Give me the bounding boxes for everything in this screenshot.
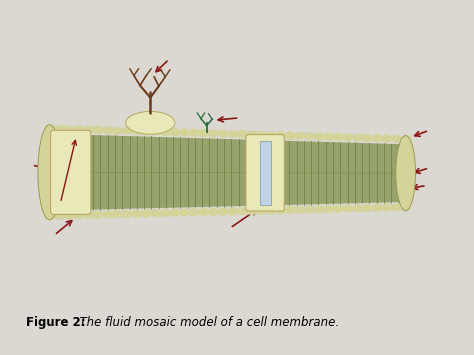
Circle shape: [131, 210, 141, 218]
Circle shape: [256, 131, 266, 139]
Circle shape: [64, 212, 74, 219]
Circle shape: [141, 210, 151, 217]
Circle shape: [102, 126, 112, 134]
Circle shape: [362, 134, 372, 142]
Circle shape: [246, 131, 257, 138]
Circle shape: [179, 209, 190, 217]
Circle shape: [401, 145, 410, 151]
Circle shape: [160, 128, 170, 136]
Circle shape: [401, 138, 410, 144]
Circle shape: [73, 126, 83, 133]
Circle shape: [285, 206, 295, 214]
Circle shape: [304, 132, 315, 140]
Ellipse shape: [126, 111, 175, 134]
FancyBboxPatch shape: [246, 135, 284, 211]
Circle shape: [401, 159, 410, 165]
Circle shape: [314, 133, 324, 140]
Circle shape: [401, 195, 410, 201]
Circle shape: [189, 208, 199, 216]
Circle shape: [218, 130, 228, 137]
Circle shape: [199, 129, 209, 137]
Circle shape: [352, 134, 363, 142]
Circle shape: [362, 204, 372, 212]
Circle shape: [150, 128, 161, 136]
Circle shape: [102, 211, 112, 218]
Circle shape: [179, 129, 190, 136]
Circle shape: [314, 206, 324, 213]
Circle shape: [208, 208, 219, 216]
Circle shape: [218, 208, 228, 215]
Circle shape: [266, 207, 276, 214]
Circle shape: [121, 127, 132, 135]
Circle shape: [295, 132, 305, 140]
Circle shape: [295, 206, 305, 214]
Circle shape: [54, 125, 64, 133]
Text: The fluid mosaic model of a cell membrane.: The fluid mosaic model of a cell membran…: [72, 316, 339, 329]
Circle shape: [352, 204, 363, 212]
Circle shape: [343, 205, 353, 212]
Circle shape: [285, 132, 295, 140]
Circle shape: [150, 209, 161, 217]
Circle shape: [333, 205, 344, 213]
Circle shape: [324, 205, 334, 213]
Circle shape: [170, 129, 180, 136]
Circle shape: [324, 133, 334, 141]
Circle shape: [83, 126, 93, 133]
Circle shape: [170, 209, 180, 217]
Circle shape: [73, 211, 83, 219]
Circle shape: [275, 132, 286, 139]
Ellipse shape: [38, 125, 61, 220]
Circle shape: [343, 133, 353, 141]
Circle shape: [92, 211, 103, 219]
Circle shape: [333, 133, 344, 141]
Circle shape: [381, 135, 392, 142]
Circle shape: [237, 207, 247, 215]
Circle shape: [237, 130, 247, 138]
Circle shape: [112, 211, 122, 218]
Circle shape: [64, 125, 74, 133]
Text: Figure 2:: Figure 2:: [26, 316, 86, 329]
Circle shape: [372, 204, 382, 212]
Circle shape: [275, 206, 286, 214]
Circle shape: [381, 204, 392, 212]
Circle shape: [112, 127, 122, 135]
Circle shape: [131, 127, 141, 135]
Circle shape: [121, 210, 132, 218]
Circle shape: [401, 188, 410, 194]
Circle shape: [246, 207, 257, 215]
Circle shape: [83, 211, 93, 219]
Circle shape: [372, 134, 382, 142]
Circle shape: [45, 212, 55, 220]
Circle shape: [160, 209, 170, 217]
Circle shape: [208, 130, 219, 137]
Polygon shape: [50, 134, 406, 211]
Circle shape: [256, 207, 266, 214]
Circle shape: [141, 127, 151, 135]
Circle shape: [401, 135, 411, 143]
Circle shape: [401, 181, 410, 187]
Circle shape: [54, 212, 64, 219]
Circle shape: [228, 208, 237, 215]
Circle shape: [401, 174, 410, 180]
FancyBboxPatch shape: [51, 130, 91, 214]
Circle shape: [401, 152, 410, 158]
Circle shape: [391, 204, 401, 211]
Circle shape: [199, 208, 209, 216]
Circle shape: [401, 202, 410, 209]
Circle shape: [45, 125, 55, 132]
Circle shape: [401, 203, 411, 211]
Circle shape: [228, 130, 237, 138]
Circle shape: [304, 206, 315, 213]
Circle shape: [266, 131, 276, 139]
Circle shape: [401, 166, 410, 173]
Circle shape: [391, 135, 401, 143]
Circle shape: [189, 129, 199, 137]
Ellipse shape: [396, 136, 416, 211]
Bar: [260, 141, 271, 205]
Circle shape: [92, 126, 103, 134]
